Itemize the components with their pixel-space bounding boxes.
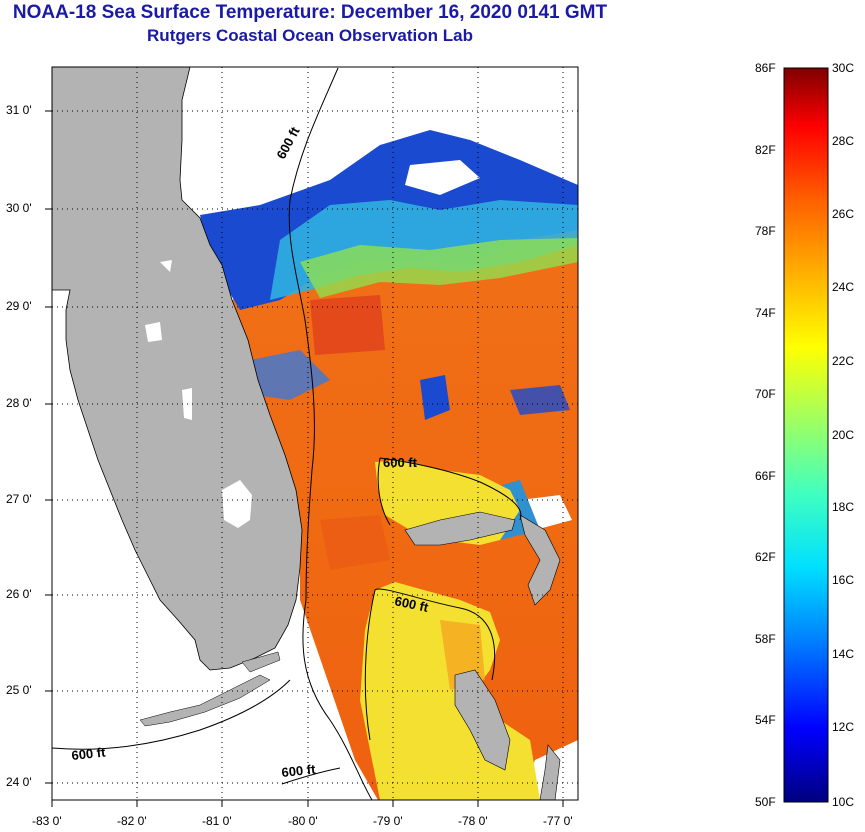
abaco-island [519, 514, 561, 606]
temperature-colorbar [783, 67, 829, 803]
lat-label: 29 0' [6, 299, 32, 313]
grand-bahama-island [404, 511, 516, 546]
colorbar-f-label: 50F [755, 795, 776, 809]
colorbar-c-label: 12C [832, 720, 855, 734]
colorbar-c-label: 26C [832, 207, 855, 221]
colorbar-f-label: 54F [755, 713, 776, 727]
lon-label: -78 0' [458, 814, 488, 828]
lon-label: -79 0' [373, 814, 403, 828]
lat-label: 26 0' [6, 587, 32, 601]
florida-keys [241, 651, 281, 673]
eleuthera-island [539, 744, 561, 800]
sst-cool-patch [420, 375, 450, 420]
lake-okeechobee [222, 480, 252, 528]
contour-label: 600 ft [71, 744, 107, 763]
inland-lake [145, 322, 162, 342]
sst-hot-patch [320, 515, 390, 570]
contour-label: 600 ft [393, 593, 430, 615]
lon-label: -82 0' [117, 814, 147, 828]
colorbar-c-label: 22C [832, 354, 855, 368]
axis-ticks [45, 110, 564, 807]
lat-label: 24 0' [6, 775, 32, 789]
contour-label: 600 ft [383, 455, 418, 470]
colorbar-c-label: 14C [832, 647, 855, 661]
map-plot-area [52, 67, 578, 800]
colorbar-f-label: 58F [755, 632, 776, 646]
map-frame [51, 66, 579, 801]
sst-green-band [300, 238, 578, 298]
colorbar-f-label: 78F [755, 224, 776, 238]
colorbar-c-label: 20C [832, 428, 855, 442]
florida-keys [139, 674, 271, 727]
sst-cool-patch [510, 385, 570, 415]
map-subtitle: Rutgers Coastal Ocean Observation Lab [147, 26, 473, 45]
andros-island [454, 669, 511, 771]
isobath-600ft [52, 67, 522, 800]
lon-label: -77 0' [543, 814, 573, 828]
colorbar-c-label: 24C [832, 280, 855, 294]
lon-label: -83 0' [32, 814, 62, 828]
colorbar-f-label: 70F [755, 387, 776, 401]
lat-label: 30 0' [6, 201, 32, 215]
sst-hot-patch [310, 295, 385, 355]
lon-label: -80 0' [288, 814, 318, 828]
map-title: NOAA-18 Sea Surface Temperature: Decembe… [12, 2, 608, 23]
colorbar-f-label: 62F [755, 550, 776, 564]
colorbar-c-label: 28C [832, 134, 855, 148]
lat-label: 28 0' [6, 396, 32, 410]
colorbar-c-label: 30C [832, 61, 855, 75]
colorbar-f-label: 86F [755, 61, 776, 75]
colorbar-f-label: 74F [755, 306, 776, 320]
colorbar-f-label: 66F [755, 469, 776, 483]
colorbar-c-label: 10C [832, 795, 855, 809]
lon-label: -81 0' [202, 814, 232, 828]
contour-label: 600 ft [281, 761, 317, 780]
colorbar-c-label: 18C [832, 500, 855, 514]
lat-label: 25 0' [6, 683, 32, 697]
lat-label: 27 0' [6, 492, 32, 506]
graticule [52, 67, 578, 800]
colorbar-c-label: 16C [832, 573, 855, 587]
lat-label: 31 0' [6, 103, 32, 117]
colorbar-f-label: 82F [755, 143, 776, 157]
inland-lake [160, 260, 172, 272]
cloud-gap [405, 160, 480, 195]
